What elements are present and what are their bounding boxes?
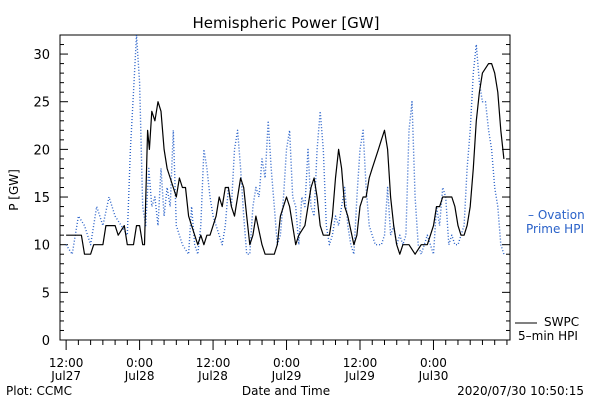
y-tick-label: 20 <box>33 143 50 158</box>
series-swpc-line <box>66 63 505 255</box>
legend-swpc-line1: SWPC <box>544 315 579 329</box>
x-tick-label-date: Jul29 <box>271 369 302 383</box>
x-tick-label-time: 0:00 <box>420 356 447 370</box>
x-tick-label-date: Jul28 <box>124 369 155 383</box>
series-layer <box>65 35 505 255</box>
x-tick-label-time: 12:00 <box>196 356 231 370</box>
y-tick-label: 25 <box>33 96 50 111</box>
x-tick-label-date: Jul27 <box>50 369 81 383</box>
y-tick-label: 15 <box>33 191 50 206</box>
x-tick-label-date: Jul28 <box>197 369 228 383</box>
x-tick-label-date: Jul29 <box>344 369 375 383</box>
legend-swpc-line2: 5–min HPI <box>518 329 578 343</box>
plot-frame <box>59 34 511 341</box>
y-axis-ticks: 0 5 10 15 20 25 30 <box>33 34 510 349</box>
x-tick-label-time: 12:00 <box>49 356 84 370</box>
x-tick-label-time: 12:00 <box>343 356 378 370</box>
x-tick-label-date: Jul30 <box>418 369 449 383</box>
series-ovation-line <box>65 35 505 255</box>
y-tick-label: 5 <box>42 286 50 301</box>
x-axis-ticks: 12:00Jul270:00Jul2812:00Jul280:00Jul2912… <box>49 340 508 383</box>
y-axis-label: P [GW] <box>7 169 21 211</box>
chart-title: Hemispheric Power [GW] <box>193 14 380 32</box>
footer-plot-credit: Plot: CCMC <box>6 384 72 398</box>
y-tick-label: 30 <box>33 48 50 63</box>
y-tick-label: 10 <box>33 239 50 254</box>
x-tick-label-time: 0:00 <box>273 356 300 370</box>
x-tick-label-time: 0:00 <box>126 356 153 370</box>
legend-ovation-line1: – Ovation <box>528 208 585 222</box>
legend-ovation-line2: Prime HPI <box>526 222 584 236</box>
footer-timestamp: 2020/07/30 10:50:15 <box>457 384 584 398</box>
x-axis-label: Date and Time <box>242 384 330 398</box>
y-tick-label: 0 <box>42 334 50 349</box>
